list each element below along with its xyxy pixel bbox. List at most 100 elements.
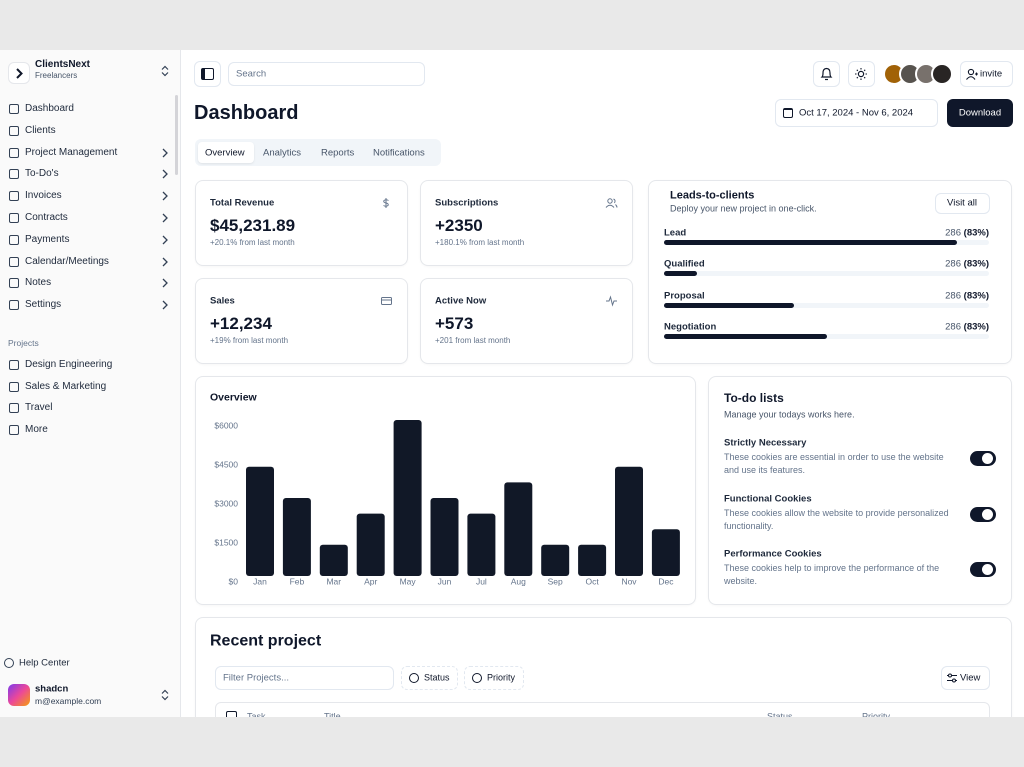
active-tab (198, 142, 254, 163)
nav-item[interactable]: To-Do's (25, 168, 59, 180)
x-tick-label: Mar (326, 576, 341, 586)
view-label: View (960, 672, 981, 684)
project-item[interactable]: Design Engineering (25, 359, 113, 370)
chart: $0 $1500 $3000 $4500 $6000 Jan Feb Mar Apr May Jun… (214, 420, 680, 586)
nav-item[interactable]: Invoices (25, 190, 62, 202)
column-header: Status (767, 711, 793, 717)
view-button[interactable] (941, 666, 990, 690)
stat-change: +19% from last month (210, 336, 289, 346)
filter-button[interactable] (401, 666, 458, 690)
column-header: Title (324, 711, 341, 717)
logo-chevron (16, 68, 23, 79)
project-icon (9, 425, 19, 436)
recent-title: Recent project (210, 632, 322, 650)
nav-item[interactable]: Contracts (25, 212, 68, 223)
nav-item[interactable]: Calendar/Meetings (25, 255, 109, 267)
projects-heading: Projects (8, 337, 39, 348)
download-button[interactable] (947, 99, 1013, 127)
chevron (162, 191, 168, 201)
project-item[interactable]: Sales & Marketing (25, 380, 107, 392)
stat-card (420, 278, 633, 364)
chevron (162, 235, 168, 245)
stat-change: +201 from last month (435, 336, 511, 346)
stat-label: Sales (210, 295, 235, 307)
stat-card (420, 180, 633, 266)
stage-percent: (83%) (963, 227, 989, 239)
nav-item[interactable]: Clients (25, 124, 56, 136)
nav-item[interactable]: Settings (25, 299, 62, 311)
bar (541, 544, 570, 576)
chart-title: Overview (210, 391, 257, 404)
invite-button[interactable] (960, 61, 1013, 87)
stat-card (195, 180, 408, 266)
user-email: m@example.com (35, 695, 102, 706)
project-item[interactable]: Travel (25, 402, 53, 414)
nav-item[interactable]: Notes (25, 277, 52, 289)
bell-icon (820, 67, 833, 81)
date-range[interactable] (775, 99, 938, 127)
bar (282, 498, 311, 576)
theme-button[interactable] (848, 61, 875, 87)
nav-item[interactable]: Dashboard (25, 103, 74, 114)
stat-label: Total Revenue (210, 197, 275, 209)
x-tick-label: Dec (658, 576, 674, 586)
project-item[interactable]: More (25, 424, 48, 436)
sidebar-toggle[interactable] (194, 61, 221, 87)
filter-label: Priority (487, 672, 516, 683)
bar (393, 420, 422, 576)
plus-icon (472, 673, 482, 683)
stat-value: +2350 (435, 215, 483, 235)
user-avatar (8, 684, 30, 706)
search-placeholder: Search (236, 68, 267, 80)
workspace-name: ClientsNext (35, 59, 91, 70)
invite-label: invite (980, 68, 1003, 80)
sun-icon (855, 68, 867, 80)
stage-count: 286 (945, 258, 961, 270)
filter-label: Status (424, 672, 450, 683)
chevron (162, 257, 168, 267)
stat-icon (383, 198, 389, 208)
bar (319, 544, 348, 576)
bar (615, 466, 643, 576)
nav-item[interactable]: Project Management (25, 146, 118, 158)
stage-bar (664, 302, 794, 308)
help-center[interactable]: Help Center (19, 657, 70, 669)
chevron (162, 169, 168, 179)
bell-button[interactable] (813, 61, 840, 87)
invite-icon (966, 68, 978, 80)
tab[interactable]: Overview (205, 147, 245, 159)
download-label: Download (958, 107, 1002, 119)
bar (467, 513, 496, 576)
todo-item-description: These cookies are essential in order to … (724, 452, 944, 475)
visit-all-button[interactable] (935, 193, 990, 214)
bar (246, 466, 274, 576)
stat-icon (606, 295, 617, 307)
nav-item[interactable]: Payments (25, 233, 70, 245)
project-icon (9, 381, 19, 392)
stage-bar (664, 271, 697, 277)
x-tick-label: Nov (621, 576, 637, 586)
chevron-updown (161, 689, 169, 701)
toggle-knob (982, 564, 993, 576)
project-icon (9, 403, 19, 414)
todo-item-title: Performance Cookies (724, 548, 822, 560)
tab[interactable]: Reports (321, 147, 355, 159)
stage-name: Lead (664, 227, 687, 239)
search-box[interactable] (228, 62, 425, 86)
tab[interactable]: Analytics (263, 147, 302, 159)
stat-icon (381, 297, 392, 305)
y-tick-label: $4500 (214, 459, 238, 469)
todo-title: To-do lists (724, 390, 784, 405)
tab[interactable]: Notifications (373, 147, 425, 159)
view-icon (947, 673, 957, 683)
nav-icon (9, 147, 19, 158)
project-icon (9, 360, 19, 370)
column-header: Priority (862, 711, 891, 717)
stage-track (664, 333, 989, 339)
filter-input[interactable] (215, 666, 394, 690)
todo-item-title: Functional Cookies (724, 492, 812, 504)
x-tick-label: Jun (438, 576, 452, 586)
app: ClientsNext Freelancers Dashboard Clients Pr… (0, 50, 1024, 717)
stage-bar (664, 240, 957, 245)
